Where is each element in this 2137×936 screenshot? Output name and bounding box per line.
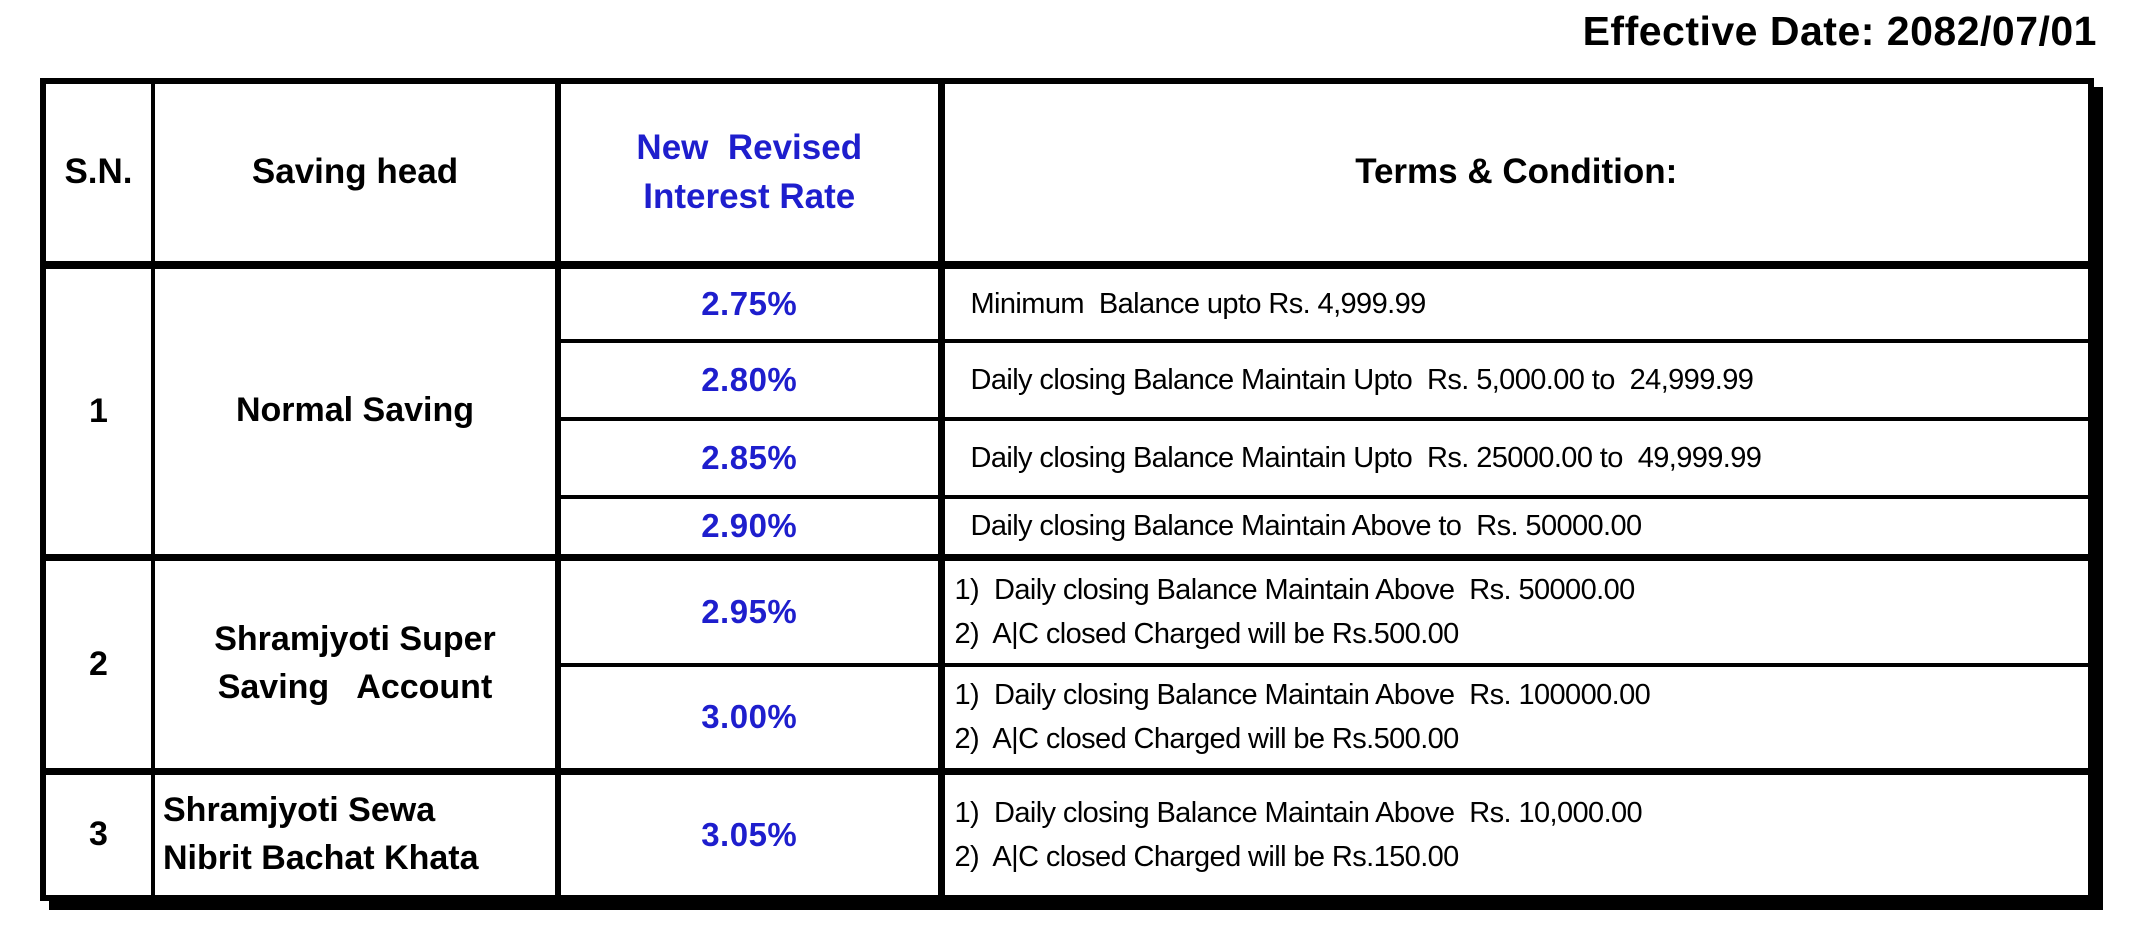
terms-line: 2) A|C closed Charged will be Rs.500.00 [954,723,1460,756]
terms-line: 1) Daily closing Balance Maintain Above … [954,796,1643,829]
saving-head-cell: Normal Saving [153,265,561,561]
saving-head-line: Saving Account [217,668,493,706]
terms-cell: 1) Daily closing Balance Maintain Above … [941,557,2091,667]
terms-cell: 1) Daily closing Balance Maintain Above … [941,665,2091,775]
saving-head-line: Nibrit Bachat Khata [163,838,479,877]
saving-head-line: Shramjyoti Sewa [163,791,436,830]
terms-line: 2) A|C closed Charged will be Rs.500.00 [954,617,1460,650]
rate-cell: 2.80% [558,341,945,421]
table-row: 2 Shramjyoti Super Saving Account 2.95% 1… [43,557,2091,775]
rate-cell: 3.00% [558,665,945,775]
terms-cell: Daily closing Balance Maintain Upto Rs. … [941,341,2091,421]
interest-rate-table: S.N. Saving head New Revised Interest Rat… [40,78,2094,901]
rate-cell: 3.05% [558,771,945,898]
terms-cell: 1) Daily closing Balance Maintain Above … [941,771,2091,898]
terms-cell: Daily closing Balance Maintain Upto Rs. … [941,419,2091,499]
table-row: 2.90% Daily closing Balance Maintain Abo… [43,497,2091,561]
terms-line: Daily closing Balance Maintain Upto Rs. … [970,441,1762,474]
rate-cell: 2.90% [558,497,945,561]
rate-cell: 2.75% [558,265,945,343]
header-row: S.N. Saving head New Revised Interest Rat… [43,81,2091,269]
sn-cell: 1 [43,265,155,561]
table-row: 3.00% 1) Daily closing Balance Maintain … [43,665,2091,775]
terms-line: 1) Daily closing Balance Maintain Above … [954,573,1636,606]
terms-cell: Minimum Balance upto Rs. 4,999.99 [941,265,2091,343]
terms-cell: Daily closing Balance Maintain Above to … [941,497,2091,561]
saving-head-cell: Shramjyoti Super Saving Account [153,557,561,775]
effective-date: Effective Date: 2082/07/01 [1582,8,2097,54]
rate-cell: 2.85% [558,419,945,499]
rate-cell: 2.95% [558,557,945,667]
table-row: 2.80% Daily closing Balance Maintain Upt… [43,341,2091,421]
table-row: 1 Normal Saving 2.75% Minimum Balance up… [43,265,2091,561]
terms-line: Daily closing Balance Maintain Above to … [970,510,1643,543]
header-interest-rate-line2: Interest Rate [643,176,856,216]
terms-line: 2) A|C closed Charged will be Rs.150.00 [954,840,1460,873]
terms-line: Daily closing Balance Maintain Upto Rs. … [970,363,1754,396]
terms-line: Minimum Balance upto Rs. 4,999.99 [970,287,1427,320]
saving-head-cell: Shramjyoti Sewa Nibrit Bachat Khata [153,771,561,898]
table-row: 2.85% Daily closing Balance Maintain Upt… [43,419,2091,499]
sn-cell: 3 [43,771,155,898]
terms-line: 1) Daily closing Balance Maintain Above … [954,679,1651,712]
header-interest-rate: New Revised Interest Rate [558,81,945,269]
header-terms: Terms & Condition: [941,81,2091,269]
header-saving-head: Saving head [153,81,561,269]
header-interest-rate-line1: New Revised [636,128,863,168]
sn-cell: 2 [43,557,155,775]
saving-head-line: Normal Saving [235,391,475,430]
header-sn: S.N. [43,81,155,269]
table-row: 3 Shramjyoti Sewa Nibrit Bachat Khata 3.0… [43,771,2091,898]
saving-head-line: Shramjyoti Super [214,620,496,659]
